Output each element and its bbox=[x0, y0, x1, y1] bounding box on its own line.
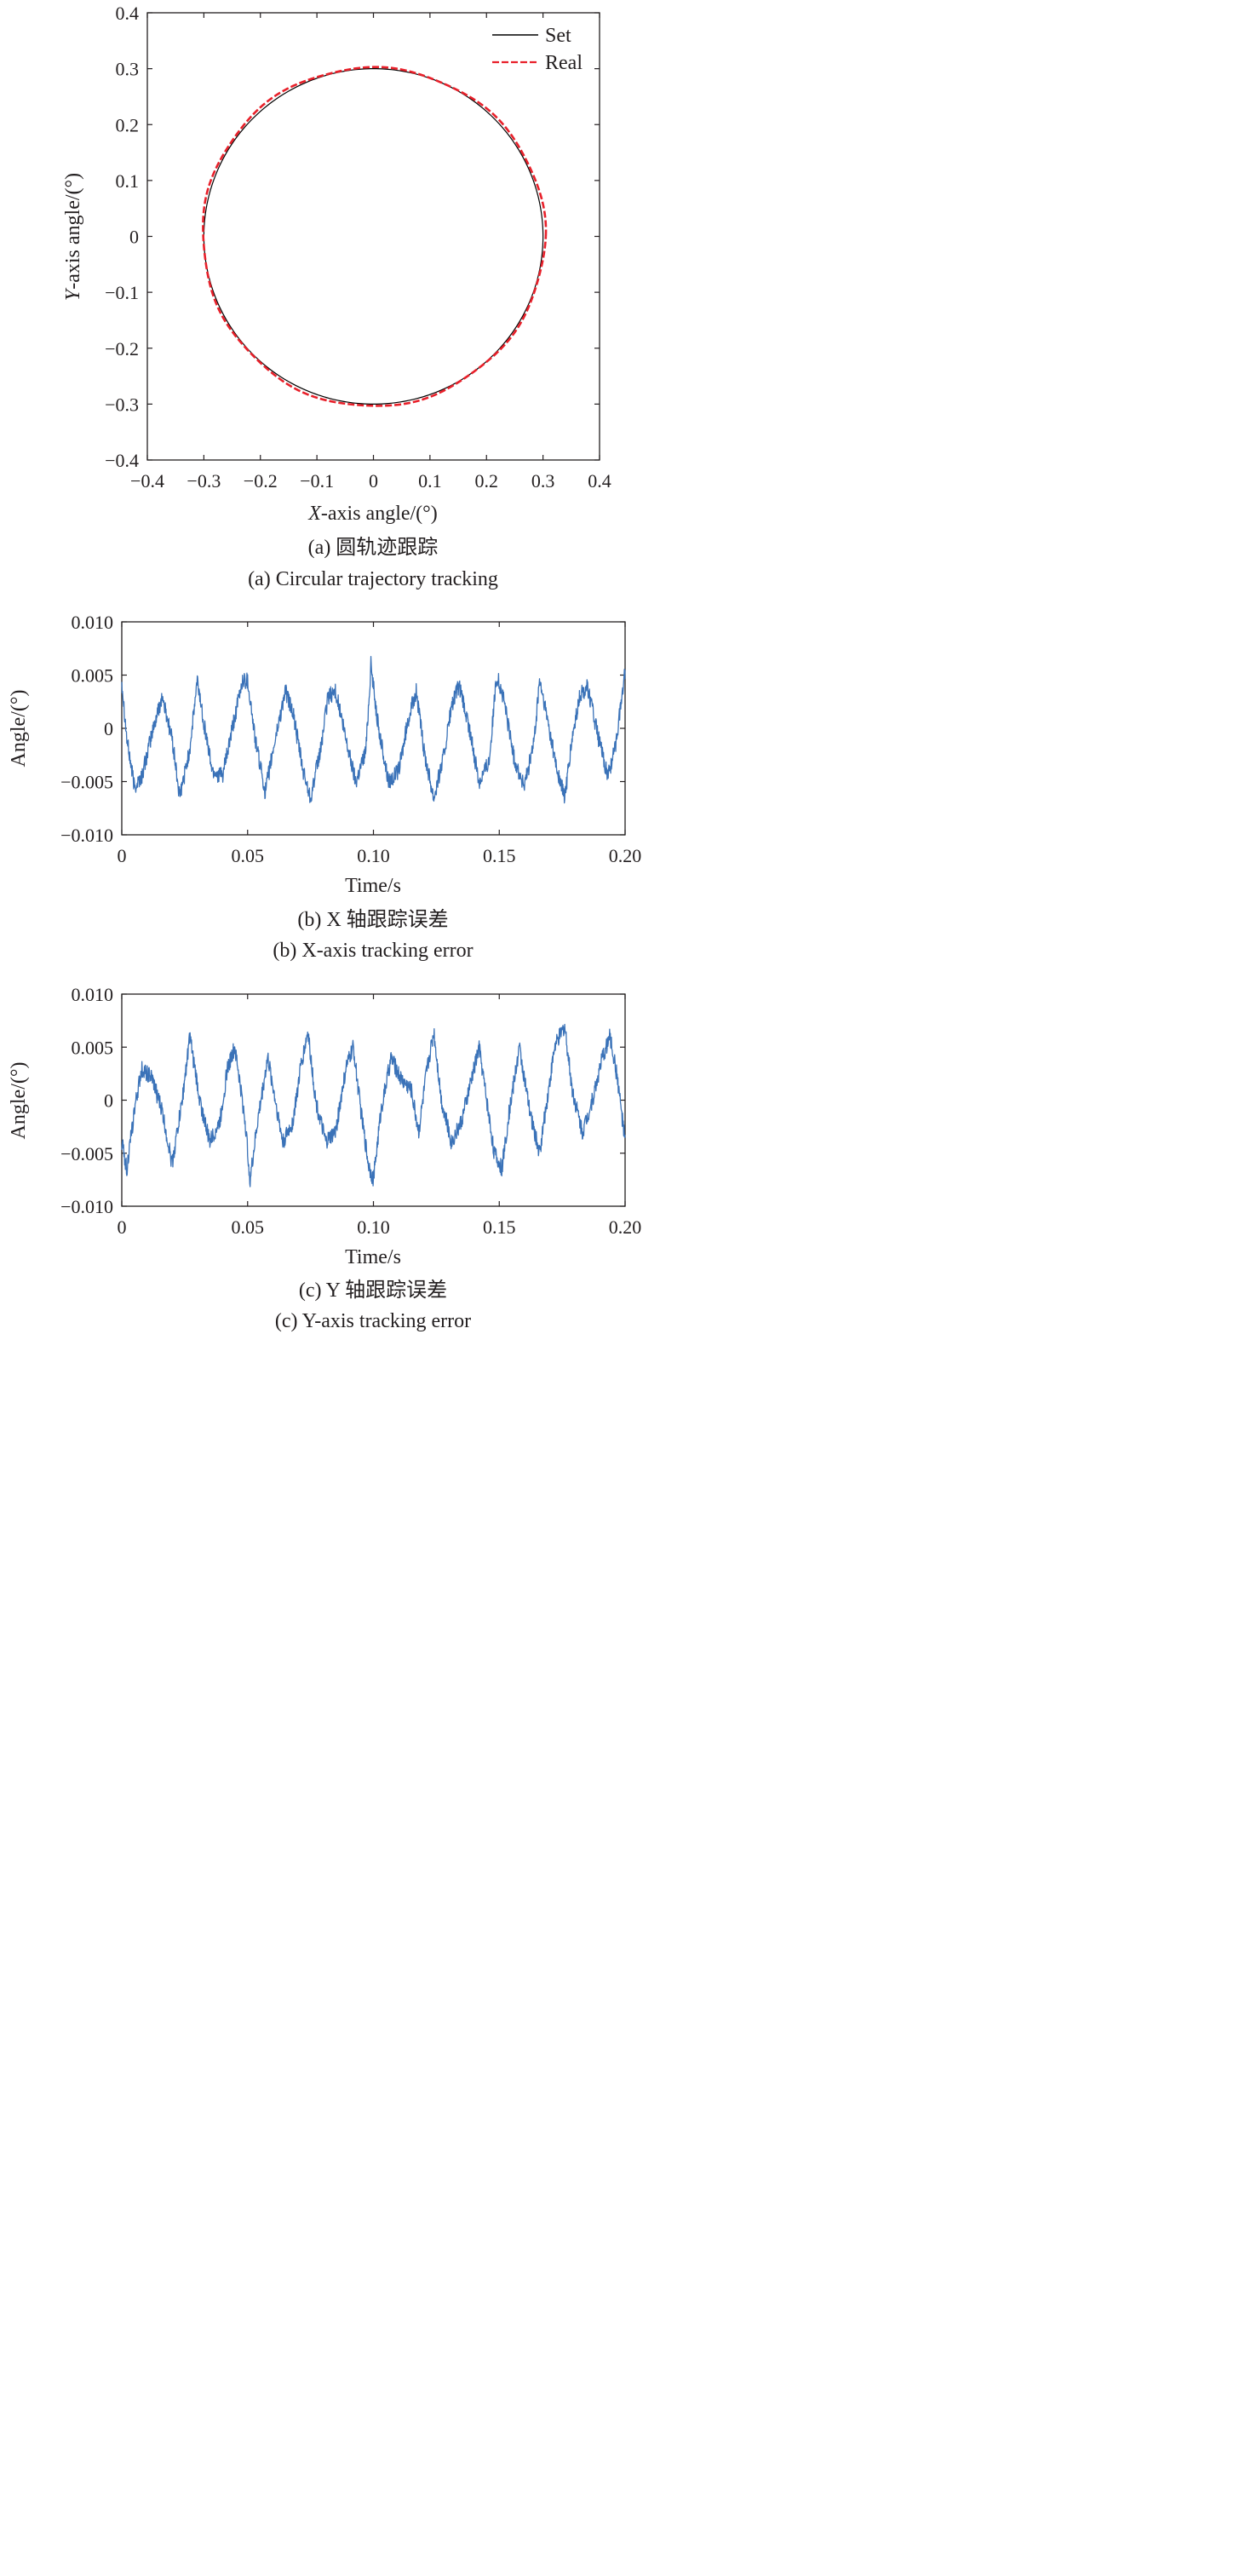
y-tick-label: 0.3 bbox=[116, 59, 140, 80]
caption-b-en: (b) X-axis tracking error bbox=[273, 940, 473, 962]
x-tick-label: 0.20 bbox=[609, 1216, 642, 1238]
x-tick-label: 0.4 bbox=[588, 470, 611, 492]
axis-ticks: 0 0.05 0.10 0.15 0.20 0.010 0.005 0 −0.005 −0.010 bbox=[60, 612, 641, 866]
y-tick-label: 0.1 bbox=[116, 170, 140, 192]
x-tick-label: 0.05 bbox=[232, 1216, 265, 1238]
y-tick-label: 0.2 bbox=[116, 114, 140, 135]
y-tick-label: 0.4 bbox=[116, 3, 140, 24]
x-tick-label: −0.2 bbox=[244, 470, 278, 492]
y-tick-label: 0 bbox=[104, 1090, 113, 1112]
x-tick-label: 0 bbox=[118, 845, 127, 866]
x-tick-label: 0 bbox=[118, 1216, 127, 1238]
x-tick-label: 0.10 bbox=[357, 1216, 390, 1238]
y-axis-label-var: Y bbox=[62, 287, 84, 301]
legend-real-label: Real bbox=[545, 52, 583, 74]
x-axis-label: Time/s bbox=[345, 875, 401, 897]
y-tick-label: −0.2 bbox=[105, 338, 139, 359]
x-axis-label: X-axis angle/(°) bbox=[307, 503, 438, 525]
x-tick-label: −0.1 bbox=[300, 470, 334, 492]
y-tick-label: −0.010 bbox=[60, 825, 113, 846]
caption-a-cn: (a) 圆轨迹跟踪 bbox=[308, 536, 439, 559]
y-tick-label: −0.010 bbox=[60, 1196, 113, 1217]
x-axis-label-var: X bbox=[307, 503, 322, 525]
x-axis-error-chart: 0 0.05 0.10 0.15 0.20 0.010 0.005 0 −0.005 −0.010… bbox=[8, 612, 641, 962]
figure-canvas: −0.4 −0.3 −0.2 −0.1 0 0.1 0.2 0.3 0.4 −0.4 −0.3 −0.… bbox=[8, 3, 641, 1332]
series-set-line bbox=[203, 68, 544, 405]
y-tick-label: 0.005 bbox=[72, 1037, 114, 1058]
caption-a-en: (a) Circular trajectory tracking bbox=[248, 568, 498, 590]
y-tick-label: 0 bbox=[129, 227, 139, 248]
axis-ticks: 0 0.05 0.10 0.15 0.20 0.010 0.005 0 −0.005 −0.010 bbox=[60, 984, 641, 1238]
y-axis-label: Angle/(°) bbox=[8, 1062, 30, 1140]
y-axis-error-chart: 0 0.05 0.10 0.15 0.20 0.010 0.005 0 −0.005 −0.010… bbox=[8, 984, 641, 1332]
x-tick-label: −0.4 bbox=[130, 470, 164, 492]
series-error-line bbox=[121, 655, 626, 804]
legend-set-label: Set bbox=[545, 25, 571, 47]
x-tick-label: 0.05 bbox=[232, 845, 265, 866]
y-tick-label: 0.005 bbox=[72, 665, 114, 687]
y-axis-label: Angle/(°) bbox=[8, 690, 30, 768]
x-axis-label-rest: -axis angle/(°) bbox=[321, 503, 438, 525]
x-axis-label: Time/s bbox=[345, 1246, 401, 1268]
x-tick-label: 0.3 bbox=[531, 470, 555, 492]
y-tick-label: 0.010 bbox=[72, 612, 114, 633]
y-tick-label: 0 bbox=[104, 718, 113, 739]
caption-c-cn: (c) Y 轴跟踪误差 bbox=[299, 1279, 447, 1302]
caption-c-en: (c) Y-axis tracking error bbox=[275, 1310, 471, 1332]
x-tick-label: 0.20 bbox=[609, 845, 642, 866]
legend: Set Real bbox=[492, 25, 583, 74]
x-tick-label: 0.2 bbox=[475, 470, 499, 492]
circular-trajectory-chart: −0.4 −0.3 −0.2 −0.1 0 0.1 0.2 0.3 0.4 −0.4 −0.3 −0.… bbox=[62, 3, 611, 590]
y-tick-label: −0.1 bbox=[105, 282, 139, 303]
y-tick-label: −0.005 bbox=[60, 772, 113, 793]
x-tick-label: 0 bbox=[369, 470, 378, 492]
axis-ticks: −0.4 −0.3 −0.2 −0.1 0 0.1 0.2 0.3 0.4 −0.4 −0.3 −0.… bbox=[105, 3, 611, 492]
y-tick-label: 0.010 bbox=[72, 984, 114, 1005]
y-axis-label-rest: -axis angle/(°) bbox=[62, 173, 84, 290]
series-real-line bbox=[202, 66, 548, 407]
y-tick-label: −0.005 bbox=[60, 1143, 113, 1164]
x-tick-label: 0.1 bbox=[418, 470, 442, 492]
y-tick-label: −0.4 bbox=[105, 450, 139, 471]
x-tick-label: 0.15 bbox=[483, 1216, 516, 1238]
x-tick-label: 0.10 bbox=[357, 845, 390, 866]
y-axis-label: Y-axis angle/(°) bbox=[62, 173, 84, 301]
y-tick-label: −0.3 bbox=[105, 394, 139, 415]
series-error-line bbox=[121, 1023, 626, 1187]
caption-b-cn: (b) X 轴跟踪误差 bbox=[297, 908, 448, 931]
x-tick-label: −0.3 bbox=[187, 470, 221, 492]
plot-frame bbox=[146, 12, 600, 461]
x-tick-label: 0.15 bbox=[483, 845, 516, 866]
